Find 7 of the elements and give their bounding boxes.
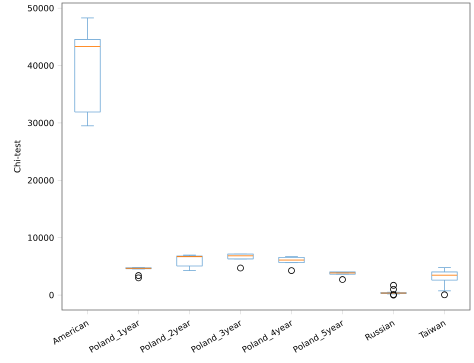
y-tick-label: 0	[49, 292, 54, 298]
y-tick-label: 50000	[28, 4, 54, 12]
y-tick-label: 40000	[28, 62, 54, 69]
y-axis-title: Chi-test	[14, 140, 20, 173]
y-tick-label: 30000	[28, 120, 54, 126]
y-tick-label: 20000	[28, 177, 54, 184]
y-tick-label: 10000	[28, 234, 54, 241]
